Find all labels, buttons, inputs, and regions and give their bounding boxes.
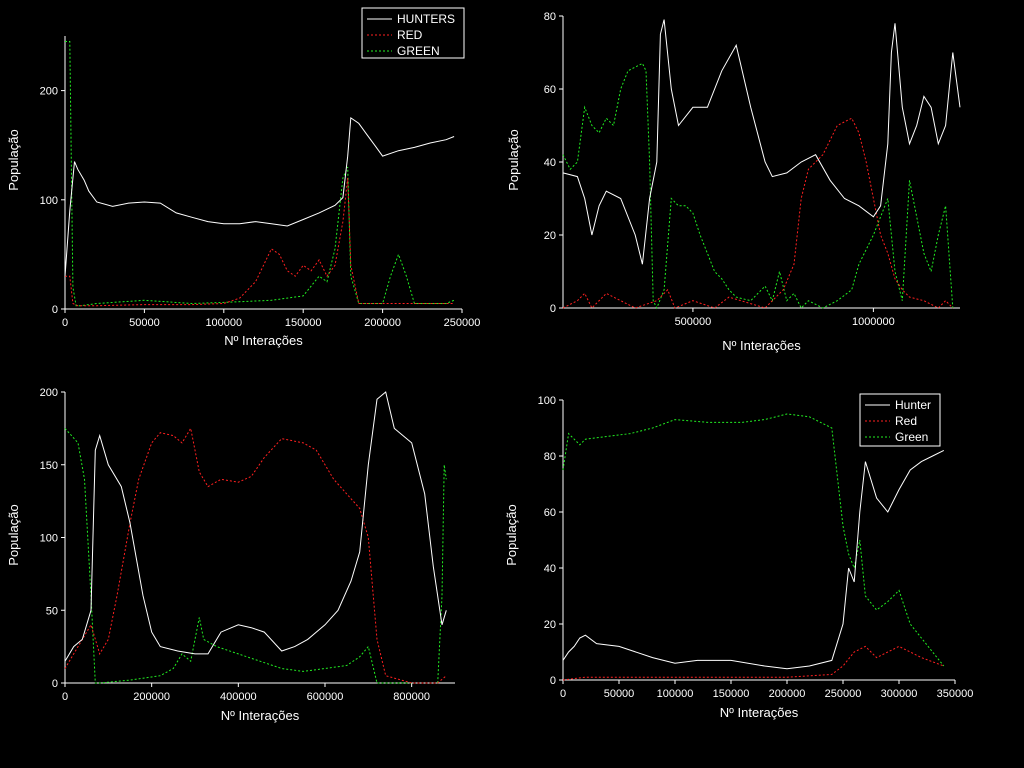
x-tick-label: 250000 — [444, 317, 481, 329]
chart-bottom-left: 0 50 100 150 200 0 200000 400000 600000 800000 Nº … — [6, 387, 455, 723]
x-tick-label: 1000000 — [852, 316, 895, 328]
x-tick-label: 600000 — [307, 691, 344, 703]
chart-top-left: 0 100 200 0 50000 100000 150000 200000 250000 Nº … — [6, 7, 481, 348]
y-tick-label: 50 — [46, 605, 58, 617]
y-axis-label: População — [6, 129, 21, 190]
x-tick-label: 400000 — [220, 691, 257, 703]
y-tick-label: 0 — [52, 678, 58, 690]
x-tick-label: 200000 — [769, 688, 806, 700]
x-tick-label: 0 — [62, 317, 68, 329]
series-line-hunter — [562, 449, 945, 670]
y-tick-label: 0 — [52, 304, 58, 316]
y-tick-label: 60 — [544, 84, 556, 96]
series-line-red — [65, 177, 455, 307]
x-tick-label: 0 — [62, 691, 68, 703]
y-tick-label: 60 — [544, 507, 556, 519]
x-tick-label: 250000 — [825, 688, 862, 700]
x-tick-label: 0 — [560, 688, 566, 700]
legend-box — [361, 7, 465, 59]
y-axis-label: População — [504, 504, 519, 565]
y-tick-label: 20 — [544, 619, 556, 631]
x-tick-label: 350000 — [937, 688, 974, 700]
x-tick-label: 200000 — [364, 317, 401, 329]
y-tick-label: 100 — [538, 395, 556, 407]
chart-top-right: 0 20 40 60 80 500000 1000000 Nº Interações Popul… — [506, 11, 961, 353]
x-tick-label: 150000 — [713, 688, 750, 700]
y-tick-label: 0 — [550, 675, 556, 687]
y-tick-label: 200 — [40, 387, 58, 399]
x-tick-label: 50000 — [604, 688, 635, 700]
series-line-green — [64, 428, 447, 684]
legend-label: Red — [895, 414, 917, 428]
y-tick-label: 100 — [40, 195, 58, 207]
chart-bottom-right: 0 20 40 60 80 100 0 50000 100000 150000 200000 2500… — [504, 393, 974, 720]
x-tick-label: 150000 — [285, 317, 322, 329]
x-tick-label: 800000 — [393, 691, 430, 703]
series-line-red — [64, 427, 447, 684]
y-tick-label: 100 — [40, 533, 58, 545]
y-axis-label: População — [506, 129, 521, 190]
y-tick-label: 20 — [544, 230, 556, 242]
series-line-hunters — [64, 391, 447, 662]
x-tick-label: 50000 — [129, 317, 160, 329]
x-tick-label: 500000 — [675, 316, 712, 328]
y-tick-label: 40 — [544, 157, 556, 169]
x-tick-label: 300000 — [881, 688, 918, 700]
series-line-green — [562, 413, 945, 667]
x-axis-label: Nº Interações — [722, 338, 801, 353]
x-axis-label: Nº Interações — [224, 333, 303, 348]
legend-label: GREEN — [397, 44, 440, 58]
legend-label: RED — [397, 28, 423, 42]
x-axis-label: Nº Interações — [221, 708, 300, 723]
y-tick-label: 80 — [544, 451, 556, 463]
y-axis-label: População — [6, 504, 21, 565]
x-axis-label: Nº Interações — [720, 705, 799, 720]
series-line-hunters — [64, 116, 455, 277]
x-tick-label: 100000 — [657, 688, 694, 700]
y-tick-label: 200 — [40, 86, 58, 98]
series-line-green — [65, 41, 455, 307]
x-tick-label: 200000 — [133, 691, 170, 703]
series-line-hunters — [562, 19, 961, 265]
legend-label: Green — [895, 430, 928, 444]
y-tick-label: 0 — [550, 303, 556, 315]
y-tick-label: 150 — [40, 460, 58, 472]
x-tick-label: 100000 — [205, 317, 242, 329]
legend-label: HUNTERS — [397, 12, 455, 26]
y-tick-label: 40 — [544, 563, 556, 575]
y-tick-label: 80 — [544, 11, 556, 23]
legend-label: Hunter — [895, 398, 931, 412]
